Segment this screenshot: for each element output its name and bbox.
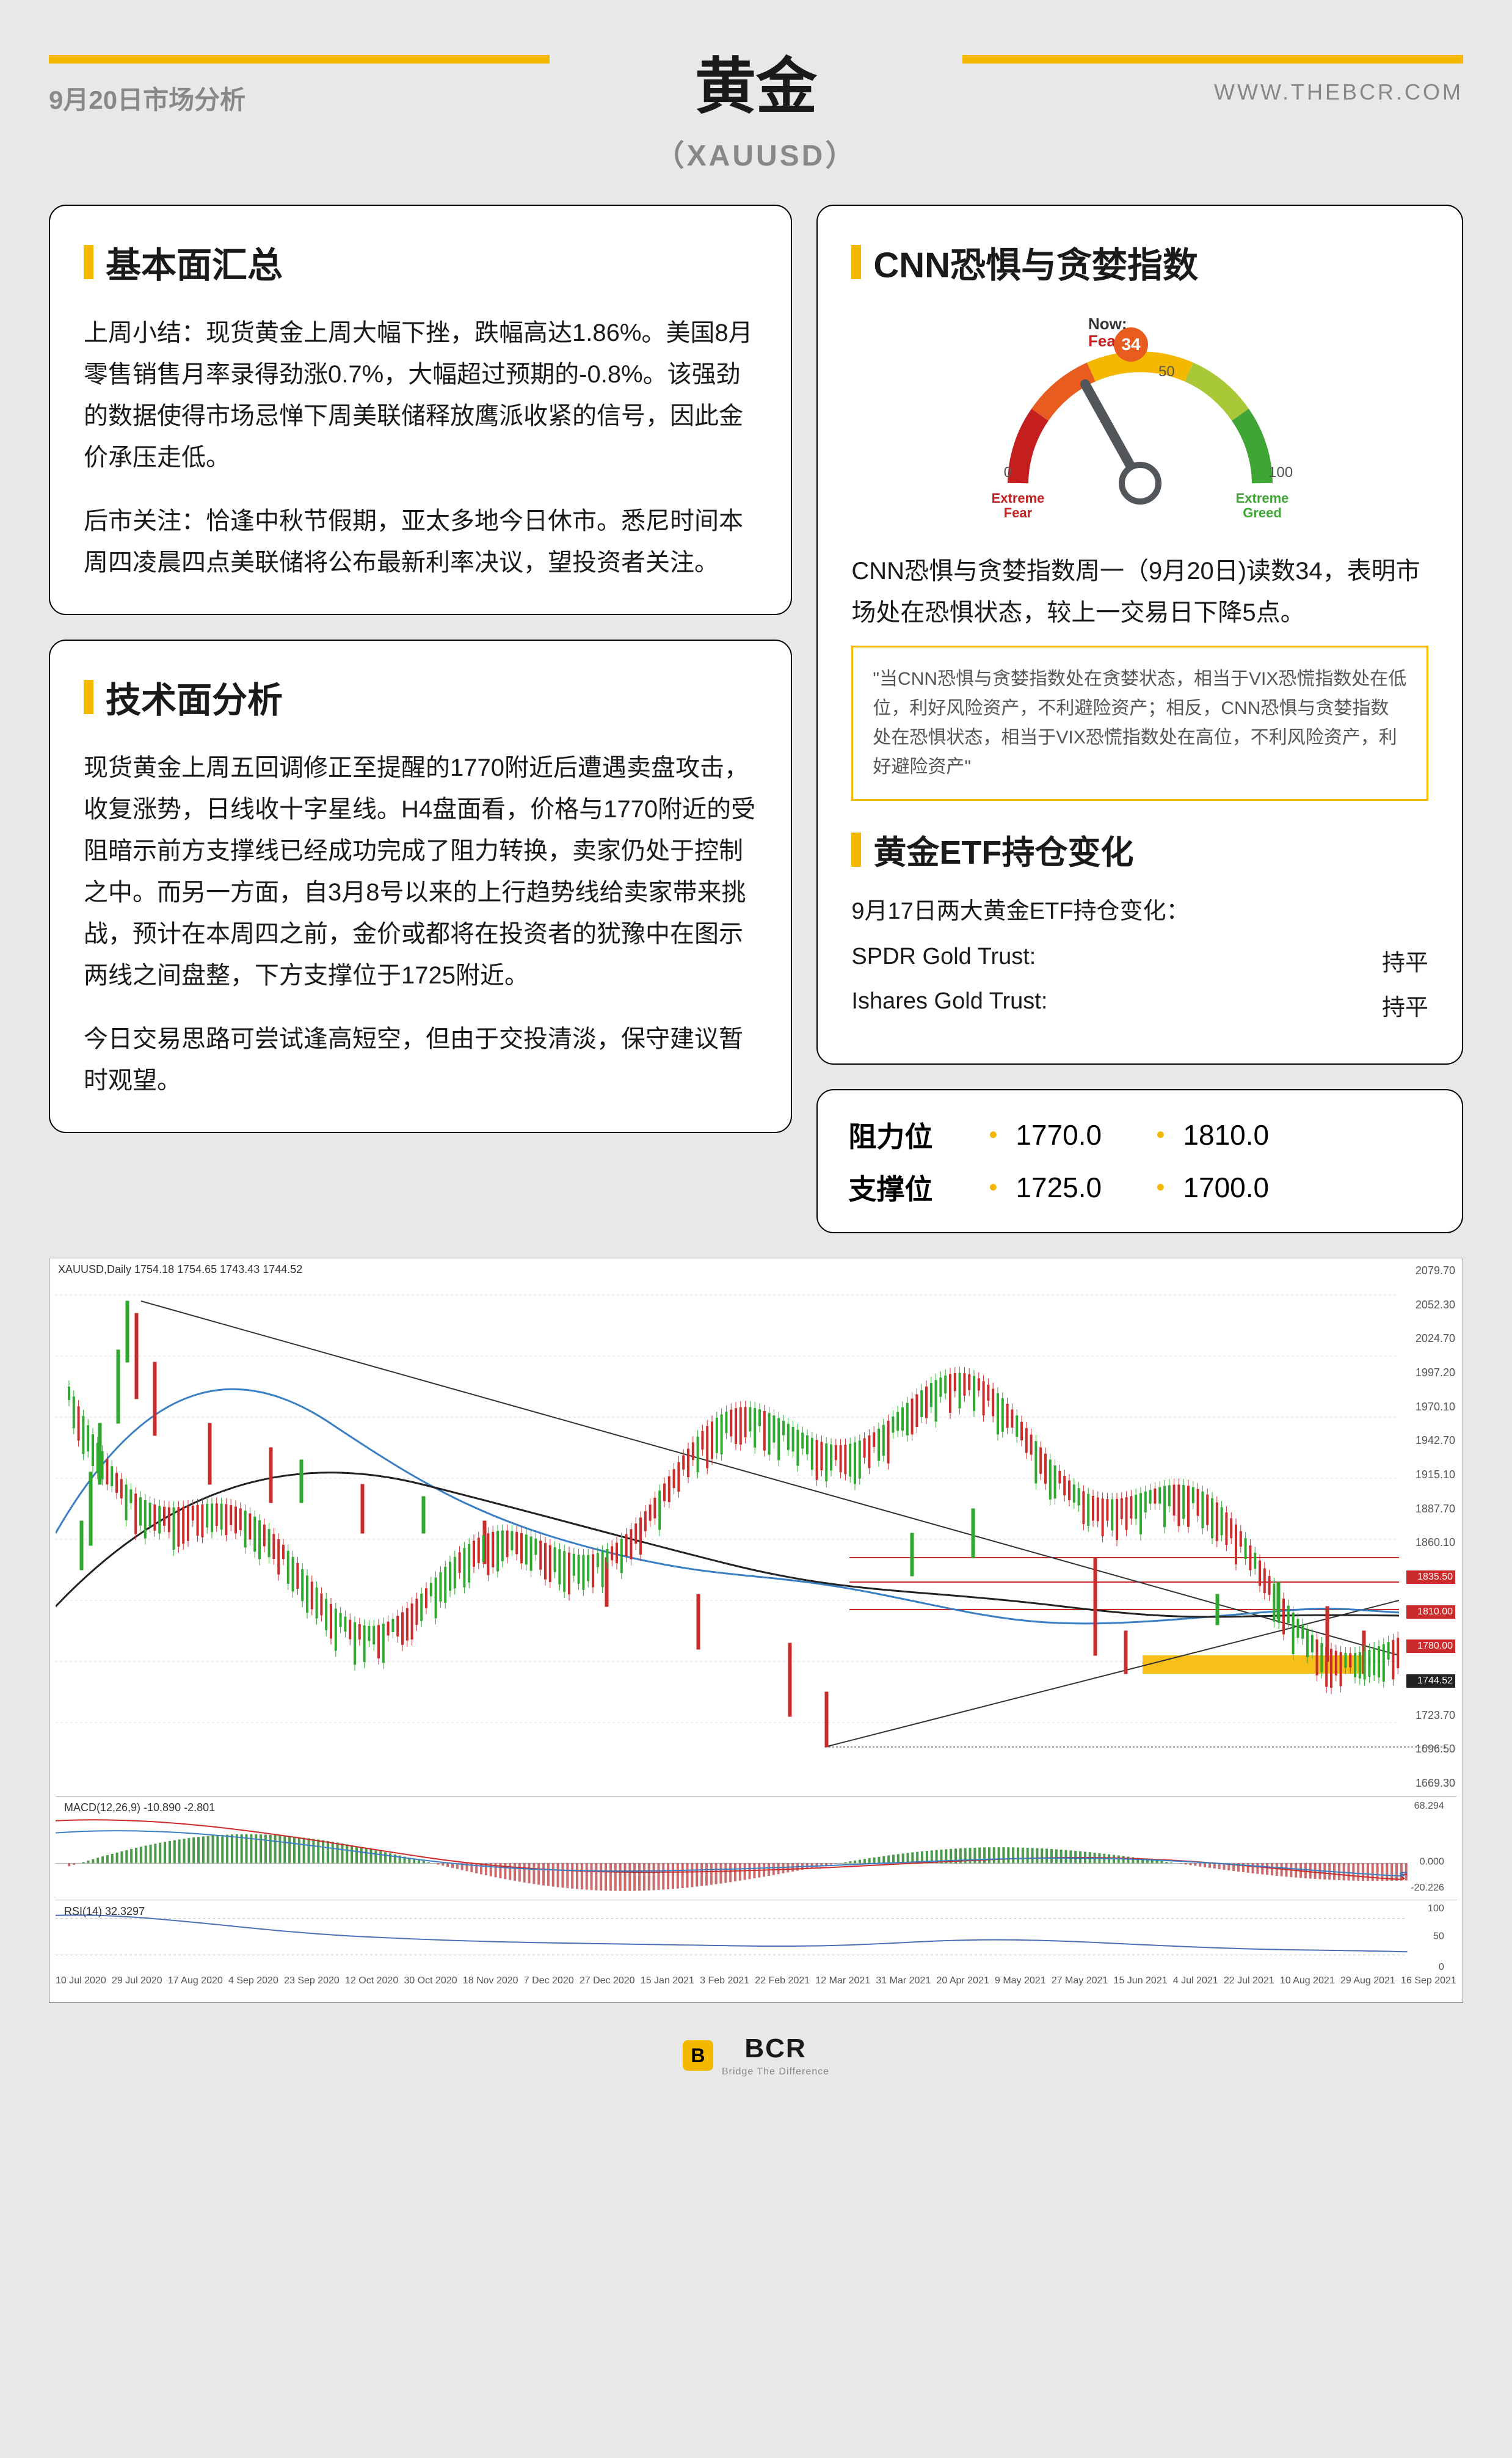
gauge-max: 100: [1268, 464, 1293, 481]
fundamentals-title: 基本面汇总: [84, 236, 757, 288]
footer-brand: BCR: [722, 2033, 829, 2064]
fundamentals-p1: 上周小结：现货黄金上周大幅下挫，跌幅高达1.86%。美国8月零售销售月率录得劲涨…: [84, 312, 757, 478]
page-root: 9月20日市场分析 WWW.THEBCR.COM 黄金 （XAUUSD） 基本面…: [0, 0, 1512, 2126]
svg-text:0: 0: [1439, 1962, 1444, 1972]
fundamentals-card: 基本面汇总 上周小结：现货黄金上周大幅下挫，跌幅高达1.86%。美国8月零售销售…: [49, 205, 792, 615]
fundamentals-p2: 后市关注：恰逢中秋节假期，亚太多地今日休市。悉尼时间本周四凌晨四点美联储将公布最…: [84, 500, 757, 583]
footer-brand-block: BCR Bridge The Difference: [722, 2033, 829, 2077]
macd-label: MACD(12,26,9) -10.890 -2.801: [64, 1801, 215, 1814]
support-row: 支撑位 • 1725.0 • 1700.0: [848, 1167, 1431, 1208]
technical-p2: 今日交易思路可尝试逢高短空，但由于交投清淡，保守建议暂时观望。: [84, 1018, 757, 1101]
gauge-min: 0: [1003, 464, 1011, 481]
resistance-1: 1770.0: [1016, 1118, 1138, 1151]
bullet-icon: •: [989, 1121, 997, 1149]
support-zone: [1143, 1655, 1362, 1674]
bullet-icon: •: [1156, 1174, 1165, 1202]
gauge-arc-5: [1240, 415, 1262, 483]
chart-x-axis: 10 Jul 202029 Jul 202017 Aug 20204 Sep 2…: [56, 1975, 1456, 2000]
gauge-arc-2: [1040, 372, 1091, 415]
etf-row: Ishares Gold Trust: 持平: [851, 988, 1428, 1022]
technical-title: 技术面分析: [84, 671, 757, 723]
macd-svg: 68.294 0.000 -20.226: [56, 1796, 1456, 1894]
fear-greed-summary: CNN恐惧与贪婪指数周一（9月20日)读数34，表明市场处在恐惧状态，较上一交易…: [851, 550, 1428, 633]
svg-text:-20.226: -20.226: [1411, 1883, 1444, 1893]
gauge-left-bot: Fear: [1003, 505, 1032, 520]
fear-greed-title: CNN恐惧与贪婪指数: [851, 236, 1428, 288]
gauge-now-label: Now:: [1088, 315, 1127, 333]
support-1: 1725.0: [1016, 1171, 1138, 1204]
fear-greed-gauge: Now: Fear 0 50 100: [851, 312, 1428, 532]
fear-greed-title-text: CNN恐惧与贪婪指数: [873, 236, 1198, 288]
support-2: 1700.0: [1183, 1171, 1305, 1204]
logo-icon: B: [683, 2040, 713, 2071]
resistance-label: 阻力位: [848, 1115, 970, 1155]
etf-name: SPDR Gold Trust:: [851, 944, 1036, 977]
gauge-right-top: Extreme: [1235, 491, 1288, 506]
levels-card: 阻力位 • 1770.0 • 1810.0 支撑位 • 1725.0 • 170…: [816, 1089, 1463, 1233]
gauge-value: 34: [1121, 335, 1141, 354]
resistance-2: 1810.0: [1183, 1118, 1305, 1151]
etf-title-text: 黄金ETF持仓变化: [873, 825, 1133, 873]
support-label: 支撑位: [848, 1167, 970, 1208]
gauge-mid: 50: [1158, 363, 1175, 380]
title-accent-bar: [851, 245, 861, 279]
etf-name: Ishares Gold Trust:: [851, 988, 1047, 1022]
etf-row: SPDR Gold Trust: 持平: [851, 944, 1428, 977]
bullet-icon: •: [1156, 1121, 1165, 1149]
gauge-left-top: Extreme: [991, 491, 1044, 506]
title-accent-bar: [851, 833, 861, 867]
gauge-needle: [1085, 384, 1158, 501]
title-accent-bar: [84, 680, 93, 714]
candlesticks: [68, 1301, 1399, 1747]
header-accent-right: [962, 55, 1463, 64]
svg-text:100: 100: [1428, 1903, 1444, 1914]
footer-logo: B BCR Bridge The Difference: [683, 2033, 829, 2077]
fundamentals-title-text: 基本面汇总: [106, 236, 283, 288]
header: 9月20日市场分析 WWW.THEBCR.COM 黄金 （XAUUSD）: [49, 37, 1463, 174]
header-date: 9月20日市场分析: [49, 79, 245, 117]
chart-main-svg: [56, 1264, 1448, 1790]
header-accent-left: [49, 55, 550, 64]
fear-greed-quote: "当CNN恐惧与贪婪指数处在贪婪状态，相当于VIX恐慌指数处在低位，利好风险资产…: [851, 646, 1428, 801]
rsi-panel: RSI(14) 32.3297 100 50 0: [56, 1900, 1456, 1973]
fear-greed-card: CNN恐惧与贪婪指数 Now: Fear 0 50: [816, 205, 1463, 1065]
gauge-arc-1: [1018, 415, 1040, 483]
resistance-row: 阻力位 • 1770.0 • 1810.0: [848, 1115, 1431, 1155]
svg-text:50: 50: [1433, 1931, 1444, 1942]
etf-title: 黄金ETF持仓变化: [851, 825, 1428, 873]
footer-tagline: Bridge The Difference: [722, 2066, 829, 2077]
technical-p1: 现货黄金上周五回调修正至提醒的1770附近后遭遇卖盘攻击，收复涨势，日线收十字星…: [84, 747, 757, 996]
gauge-svg: Now: Fear 0 50 100: [951, 312, 1329, 532]
svg-text:0.000: 0.000: [1420, 1856, 1444, 1867]
right-column: CNN恐惧与贪婪指数 Now: Fear 0 50: [816, 205, 1463, 1233]
content-grid: 基本面汇总 上周小结：现货黄金上周大幅下挫，跌幅高达1.86%。美国8月零售销售…: [49, 205, 1463, 1233]
price-chart: XAUUSD,Daily 1754.18 1754.65 1743.43 174…: [49, 1258, 1463, 2003]
rsi-svg: 100 50 0: [56, 1900, 1456, 1973]
technical-title-text: 技术面分析: [106, 671, 283, 723]
bullet-icon: •: [989, 1174, 997, 1202]
header-url: WWW.THEBCR.COM: [1214, 79, 1463, 105]
technical-body: 现货黄金上周五回调修正至提醒的1770附近后遭遇卖盘攻击，收复涨势，日线收十字星…: [84, 747, 757, 1101]
svg-text:68.294: 68.294: [1414, 1801, 1444, 1811]
left-column: 基本面汇总 上周小结：现货黄金上周大幅下挫，跌幅高达1.86%。美国8月零售销售…: [49, 205, 792, 1233]
gauge-arc-4: [1189, 372, 1240, 415]
macd-panel: MACD(12,26,9) -10.890 -2.801 68.294 0.00…: [56, 1796, 1456, 1894]
rsi-label: RSI(14) 32.3297: [64, 1905, 145, 1918]
etf-value: 持平: [1382, 988, 1428, 1022]
chart-y-axis: 2079.702052.302024.701997.201970.101942.…: [1406, 1264, 1455, 1790]
title-accent-bar: [84, 245, 93, 279]
etf-value: 持平: [1382, 944, 1428, 977]
gauge-right-bot: Greed: [1243, 505, 1282, 520]
footer: B BCR Bridge The Difference: [49, 2033, 1463, 2102]
technical-card: 技术面分析 现货黄金上周五回调修正至提醒的1770附近后遭遇卖盘攻击，收复涨势，…: [49, 640, 792, 1133]
etf-date-line: 9月17日两大黄金ETF持仓变化：: [851, 892, 1428, 925]
fundamentals-body: 上周小结：现货黄金上周大幅下挫，跌幅高达1.86%。美国8月零售销售月率录得劲涨…: [84, 312, 757, 583]
symbol-label: （XAUUSD）: [49, 131, 1463, 174]
